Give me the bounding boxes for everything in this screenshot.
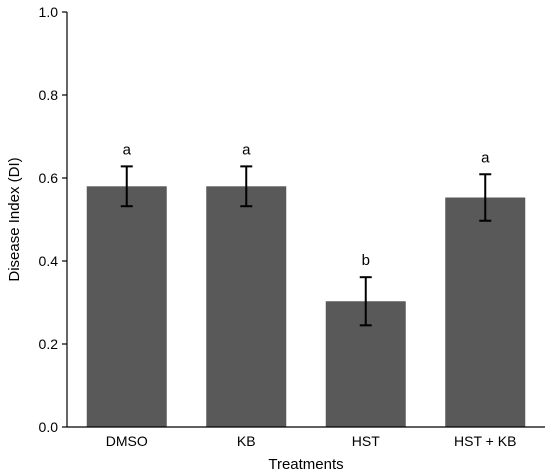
y-tick-label: 0.2	[39, 336, 59, 352]
x-tick-label: KB	[237, 433, 256, 449]
error-bar	[240, 165, 253, 208]
error-bar	[359, 276, 372, 327]
significance-letter: a	[242, 141, 251, 158]
x-tick-label: DMSO	[106, 433, 148, 449]
bars: a a b a	[86, 141, 526, 427]
significance-letter: a	[123, 141, 132, 158]
x-tick-label: HST	[352, 433, 380, 449]
x-tick-label: HST + KB	[454, 433, 516, 449]
error-bar	[120, 165, 133, 208]
significance-letter: a	[481, 149, 490, 166]
x-axis-title: Treatments	[268, 456, 343, 473]
bar	[86, 186, 167, 427]
y-tick-label: 0.6	[39, 170, 59, 186]
bar	[206, 186, 287, 427]
y-tick-label: 1.0	[39, 4, 59, 20]
y-axis-title: Disease Index (DI)	[6, 157, 23, 281]
error-bar	[479, 173, 492, 222]
y-tick-label: 0.0	[39, 419, 59, 435]
bar	[445, 197, 526, 427]
y-tick-label: 0.8	[39, 87, 59, 103]
significance-letter: b	[362, 252, 370, 269]
x-axis: DMSO KB HST HST + KB	[67, 426, 545, 449]
y-tick-label: 0.4	[39, 253, 59, 269]
y-axis: 0.0 0.2 0.4 0.6 0.8 1.0	[39, 4, 68, 435]
